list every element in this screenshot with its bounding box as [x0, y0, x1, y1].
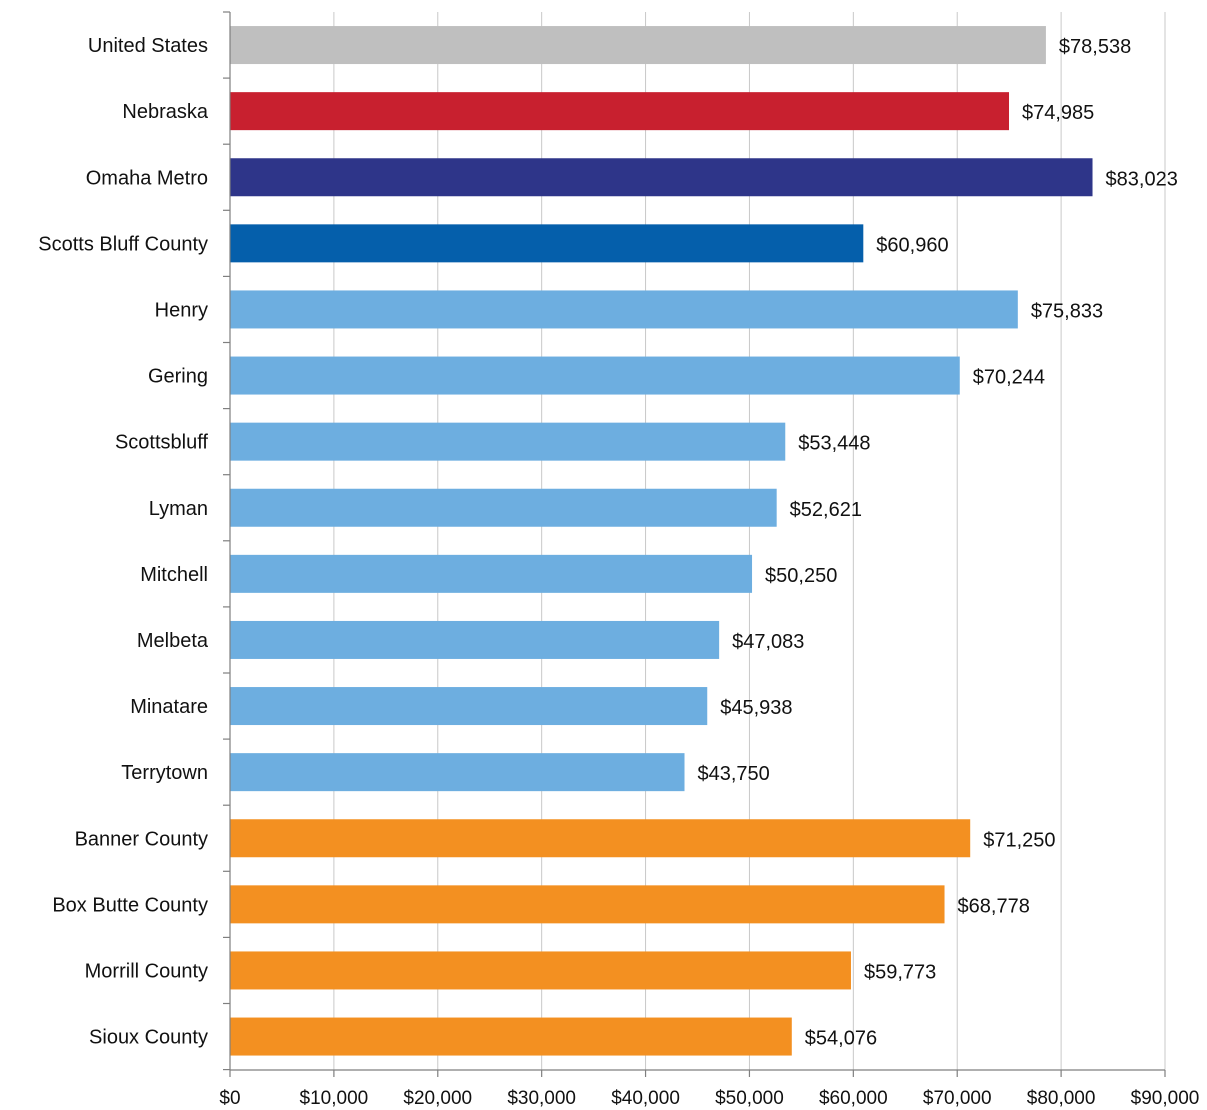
data-label: $71,250: [983, 829, 1055, 851]
x-tick-label: $0: [219, 1088, 240, 1109]
labels: $0 $10,000 $20,000 $30,000 $40,000 $50,000 $60…: [38, 35, 1199, 1109]
bar-minatare: [230, 687, 708, 726]
bar-mitchell: [230, 554, 753, 593]
x-tick-label: $50,000: [715, 1088, 784, 1109]
data-label: $68,778: [958, 895, 1030, 917]
category-label: United States: [88, 35, 208, 57]
bar-morrill-county: [230, 951, 851, 990]
category-label: Minatare: [130, 696, 208, 718]
bar-terrytown: [230, 753, 685, 792]
bar-united-states: [230, 26, 1046, 65]
x-tick-label: $20,000: [403, 1088, 472, 1109]
bar-box-butte-county: [230, 885, 945, 924]
axes: [223, 11, 1166, 1077]
x-tick-label: $80,000: [1027, 1088, 1096, 1109]
category-label: Sioux County: [89, 1027, 208, 1049]
data-label: $54,076: [805, 1028, 877, 1050]
category-label: Lyman: [149, 498, 208, 520]
x-tick-label: $40,000: [611, 1088, 680, 1109]
category-label: Nebraska: [122, 101, 208, 123]
data-label: $60,960: [876, 234, 948, 256]
data-label: $83,023: [1106, 168, 1178, 190]
bar-scotts-bluff-county: [230, 224, 864, 263]
data-label: $75,833: [1031, 300, 1103, 322]
data-label: $53,448: [798, 433, 870, 455]
category-label: Box Butte County: [52, 894, 208, 916]
x-tick-label: $90,000: [1131, 1088, 1200, 1109]
data-label: $59,773: [864, 961, 936, 983]
category-label: Omaha Metro: [86, 167, 208, 189]
bar-lyman: [230, 488, 777, 527]
category-label: Scotts Bluff County: [38, 233, 208, 255]
bar-nebraska: [230, 92, 1010, 131]
bar-melbeta: [230, 620, 720, 659]
x-tick-label: $60,000: [819, 1088, 888, 1109]
data-label: $45,938: [720, 697, 792, 719]
data-label: $50,250: [765, 565, 837, 587]
category-label: Henry: [155, 299, 208, 321]
bar-omaha-metro: [230, 158, 1093, 197]
category-label: Scottsbluff: [115, 432, 208, 454]
category-label: Mitchell: [140, 564, 208, 586]
category-label: Banner County: [75, 828, 208, 850]
bar-sioux-county: [230, 1017, 792, 1056]
data-label: $52,621: [790, 499, 862, 521]
bar-henry: [230, 290, 1018, 329]
data-label: $78,538: [1059, 36, 1131, 58]
data-label: $74,985: [1022, 102, 1094, 124]
data-label: $70,244: [973, 367, 1045, 389]
category-label: Morrill County: [85, 960, 208, 982]
bar-scottsbluff: [230, 422, 786, 461]
x-tick-label: $10,000: [300, 1088, 369, 1109]
bar-banner-county: [230, 819, 971, 858]
data-label: $47,083: [732, 631, 804, 653]
data-label: $43,750: [698, 763, 770, 785]
bars: [230, 26, 1093, 1056]
x-tick-label: $70,000: [923, 1088, 992, 1109]
category-label: Terrytown: [121, 762, 208, 784]
x-tick-label: $30,000: [507, 1088, 576, 1109]
category-label: Melbeta: [137, 630, 209, 652]
category-label: Gering: [148, 366, 208, 388]
bar-gering: [230, 356, 960, 395]
